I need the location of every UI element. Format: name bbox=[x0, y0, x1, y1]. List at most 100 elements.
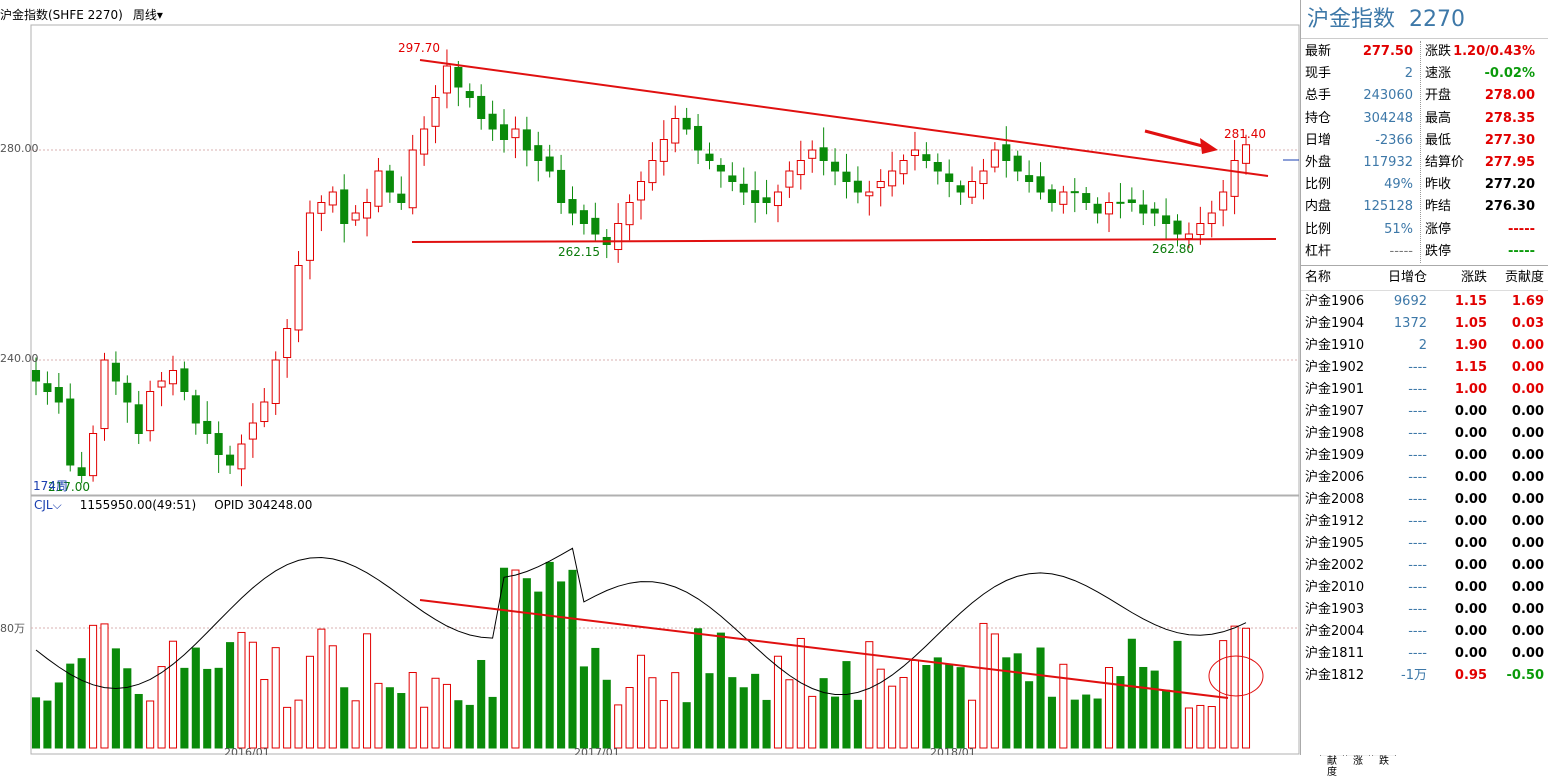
volume-bar bbox=[511, 569, 520, 749]
period-selector[interactable]: 周线▾ bbox=[132, 7, 163, 22]
table-row[interactable]: 沪金1902 ---- 1.15 0.00 bbox=[1301, 357, 1548, 379]
contracts-header: 名称 日增仓 涨跌 贡献度 bbox=[1301, 266, 1548, 291]
indicator-selector[interactable]: CJL⌵ bbox=[34, 498, 62, 512]
quote-row-right-2: 开盘 278.00 bbox=[1425, 85, 1535, 107]
quote-value: 277.95 bbox=[1484, 155, 1535, 170]
volume-bar bbox=[716, 632, 725, 749]
table-row[interactable]: 沪金1812 -1万 0.95 -0.50 bbox=[1301, 665, 1548, 687]
quote-row-right-4: 最低 277.30 bbox=[1425, 130, 1535, 152]
candle-body bbox=[1219, 191, 1228, 211]
quote-row-left-4: 日增 -2366 bbox=[1305, 130, 1413, 152]
table-row[interactable]: 沪金1910 2 1.90 0.00 bbox=[1301, 335, 1548, 357]
volume-bar bbox=[271, 647, 280, 749]
table-row[interactable]: 沪金1903 ---- 0.00 0.00 bbox=[1301, 599, 1548, 621]
candle-body bbox=[511, 128, 520, 139]
volume-bar bbox=[933, 657, 942, 749]
candle-body bbox=[488, 113, 497, 130]
volume-bar bbox=[283, 706, 292, 749]
candle-body bbox=[785, 170, 794, 188]
candle-body bbox=[134, 404, 143, 435]
table-cell-contrib: 0.00 bbox=[1511, 492, 1544, 507]
table-cell-inc: ---- bbox=[1408, 536, 1427, 551]
candle-body bbox=[979, 170, 988, 185]
candle-body bbox=[659, 139, 668, 162]
quote-label: 最高 bbox=[1425, 110, 1452, 126]
table-cell-contrib: 0.00 bbox=[1511, 338, 1544, 353]
table-cell-inc: 1372 bbox=[1393, 316, 1427, 331]
table-row[interactable]: 沪金1907 ---- 0.00 0.00 bbox=[1301, 401, 1548, 423]
volume-bar bbox=[1104, 667, 1114, 749]
volume-bar bbox=[294, 699, 303, 749]
table-cell-name: 沪金1811 bbox=[1305, 646, 1365, 661]
table-row[interactable]: 沪金2004 ---- 0.00 0.00 bbox=[1301, 621, 1548, 643]
table-row[interactable]: 沪金2006 ---- 0.00 0.00 bbox=[1301, 467, 1548, 489]
table-row[interactable]: 沪金1904 1372 1.05 0.03 bbox=[1301, 313, 1548, 335]
opid-value: OPID 304248.00 bbox=[214, 498, 313, 512]
candle-body bbox=[397, 193, 406, 203]
quote-row-left-3: 持仓 304248 bbox=[1305, 108, 1413, 130]
quote-grid: 最新 277.50 现手 2 总手 243060 持仓 304248 日增 -2366 外盘 1179… bbox=[1301, 39, 1548, 266]
table-cell-inc: ---- bbox=[1408, 426, 1427, 441]
table-row[interactable]: 沪金2008 ---- 0.00 0.00 bbox=[1301, 489, 1548, 511]
table-row[interactable]: 沪金1906 9692 1.15 1.69 bbox=[1301, 291, 1548, 313]
price-label: 217.00 bbox=[48, 480, 90, 494]
volume-panel-frame bbox=[30, 495, 1300, 755]
table-cell-contrib: 0.03 bbox=[1511, 316, 1544, 331]
candle-body bbox=[522, 129, 531, 151]
table-row[interactable]: 沪金1909 ---- 0.00 0.00 bbox=[1301, 445, 1548, 467]
table-row[interactable]: 沪金1905 ---- 0.00 0.00 bbox=[1301, 533, 1548, 555]
arrow-line bbox=[1144, 129, 1211, 150]
candle-body bbox=[294, 265, 303, 331]
candle-body bbox=[1184, 233, 1193, 240]
volume-bar bbox=[328, 645, 337, 749]
quote-label: 杠杆 bbox=[1305, 243, 1332, 259]
quote-panel: 沪金指数 2270 最新 277.50 现手 2 总手 243060 持仓 304248 日增 -… bbox=[1300, 0, 1548, 755]
candle-body bbox=[1059, 191, 1068, 205]
table-row[interactable]: 沪金2002 ---- 0.00 0.00 bbox=[1301, 555, 1548, 577]
volume-bar bbox=[694, 628, 703, 749]
quote-row-left-7: 内盘 125128 bbox=[1305, 196, 1413, 218]
volume-bar bbox=[89, 624, 98, 749]
table-row[interactable]: 沪金2010 ---- 0.00 0.00 bbox=[1301, 577, 1548, 599]
quote-value: 51% bbox=[1384, 221, 1413, 237]
table-cell-chg: 1.00 bbox=[1454, 382, 1487, 397]
volume-bar bbox=[808, 695, 817, 749]
quote-label: 外盘 bbox=[1305, 155, 1332, 170]
candle-body bbox=[922, 154, 931, 161]
table-cell-inc: -1万 bbox=[1401, 668, 1427, 683]
candle-body bbox=[910, 149, 920, 156]
volume-bar bbox=[899, 676, 908, 749]
table-cell-contrib: 0.00 bbox=[1511, 558, 1544, 573]
candle-body bbox=[54, 387, 63, 403]
candle-body bbox=[1002, 144, 1011, 161]
volume-bar bbox=[77, 658, 86, 749]
candle-body bbox=[831, 161, 840, 172]
table-cell-contrib: 0.00 bbox=[1511, 580, 1544, 595]
chart-area[interactable]: 297.70 281.40 262.15 262.80 217.00 174周 2016/0… bbox=[0, 0, 1396, 778]
quote-value: 125128 bbox=[1363, 199, 1413, 215]
quote-value: 277.30 bbox=[1484, 132, 1535, 148]
volume-bar bbox=[785, 679, 794, 749]
price-label: 297.70 bbox=[398, 41, 440, 55]
candle-body bbox=[671, 118, 680, 144]
candle-body bbox=[260, 401, 269, 423]
candle-body bbox=[876, 181, 885, 189]
table-cell-contrib: 0.00 bbox=[1511, 404, 1544, 419]
candle-body bbox=[214, 433, 223, 456]
table-row[interactable]: 沪金1908 ---- 0.00 0.00 bbox=[1301, 423, 1548, 445]
x-axis-label: 2018/01 bbox=[930, 746, 976, 755]
quote-label: 昨收 bbox=[1425, 177, 1452, 193]
table-cell-inc: 2 bbox=[1418, 338, 1427, 353]
table-row[interactable]: 沪金1811 ---- 0.00 0.00 bbox=[1301, 643, 1548, 665]
candle-body bbox=[362, 202, 372, 219]
table-row[interactable]: 沪金1901 ---- 1.00 0.00 bbox=[1301, 379, 1548, 401]
candle-body bbox=[579, 210, 588, 224]
quote-row-right-7: 昨结 276.30 bbox=[1425, 196, 1535, 218]
volume-bar bbox=[1013, 653, 1022, 749]
candle-body bbox=[625, 202, 634, 226]
table-row[interactable]: 沪金1912 ---- 0.00 0.00 bbox=[1301, 511, 1548, 533]
volume-bar bbox=[1059, 663, 1068, 749]
volume-bar bbox=[705, 673, 714, 749]
candle-body bbox=[1093, 203, 1102, 214]
